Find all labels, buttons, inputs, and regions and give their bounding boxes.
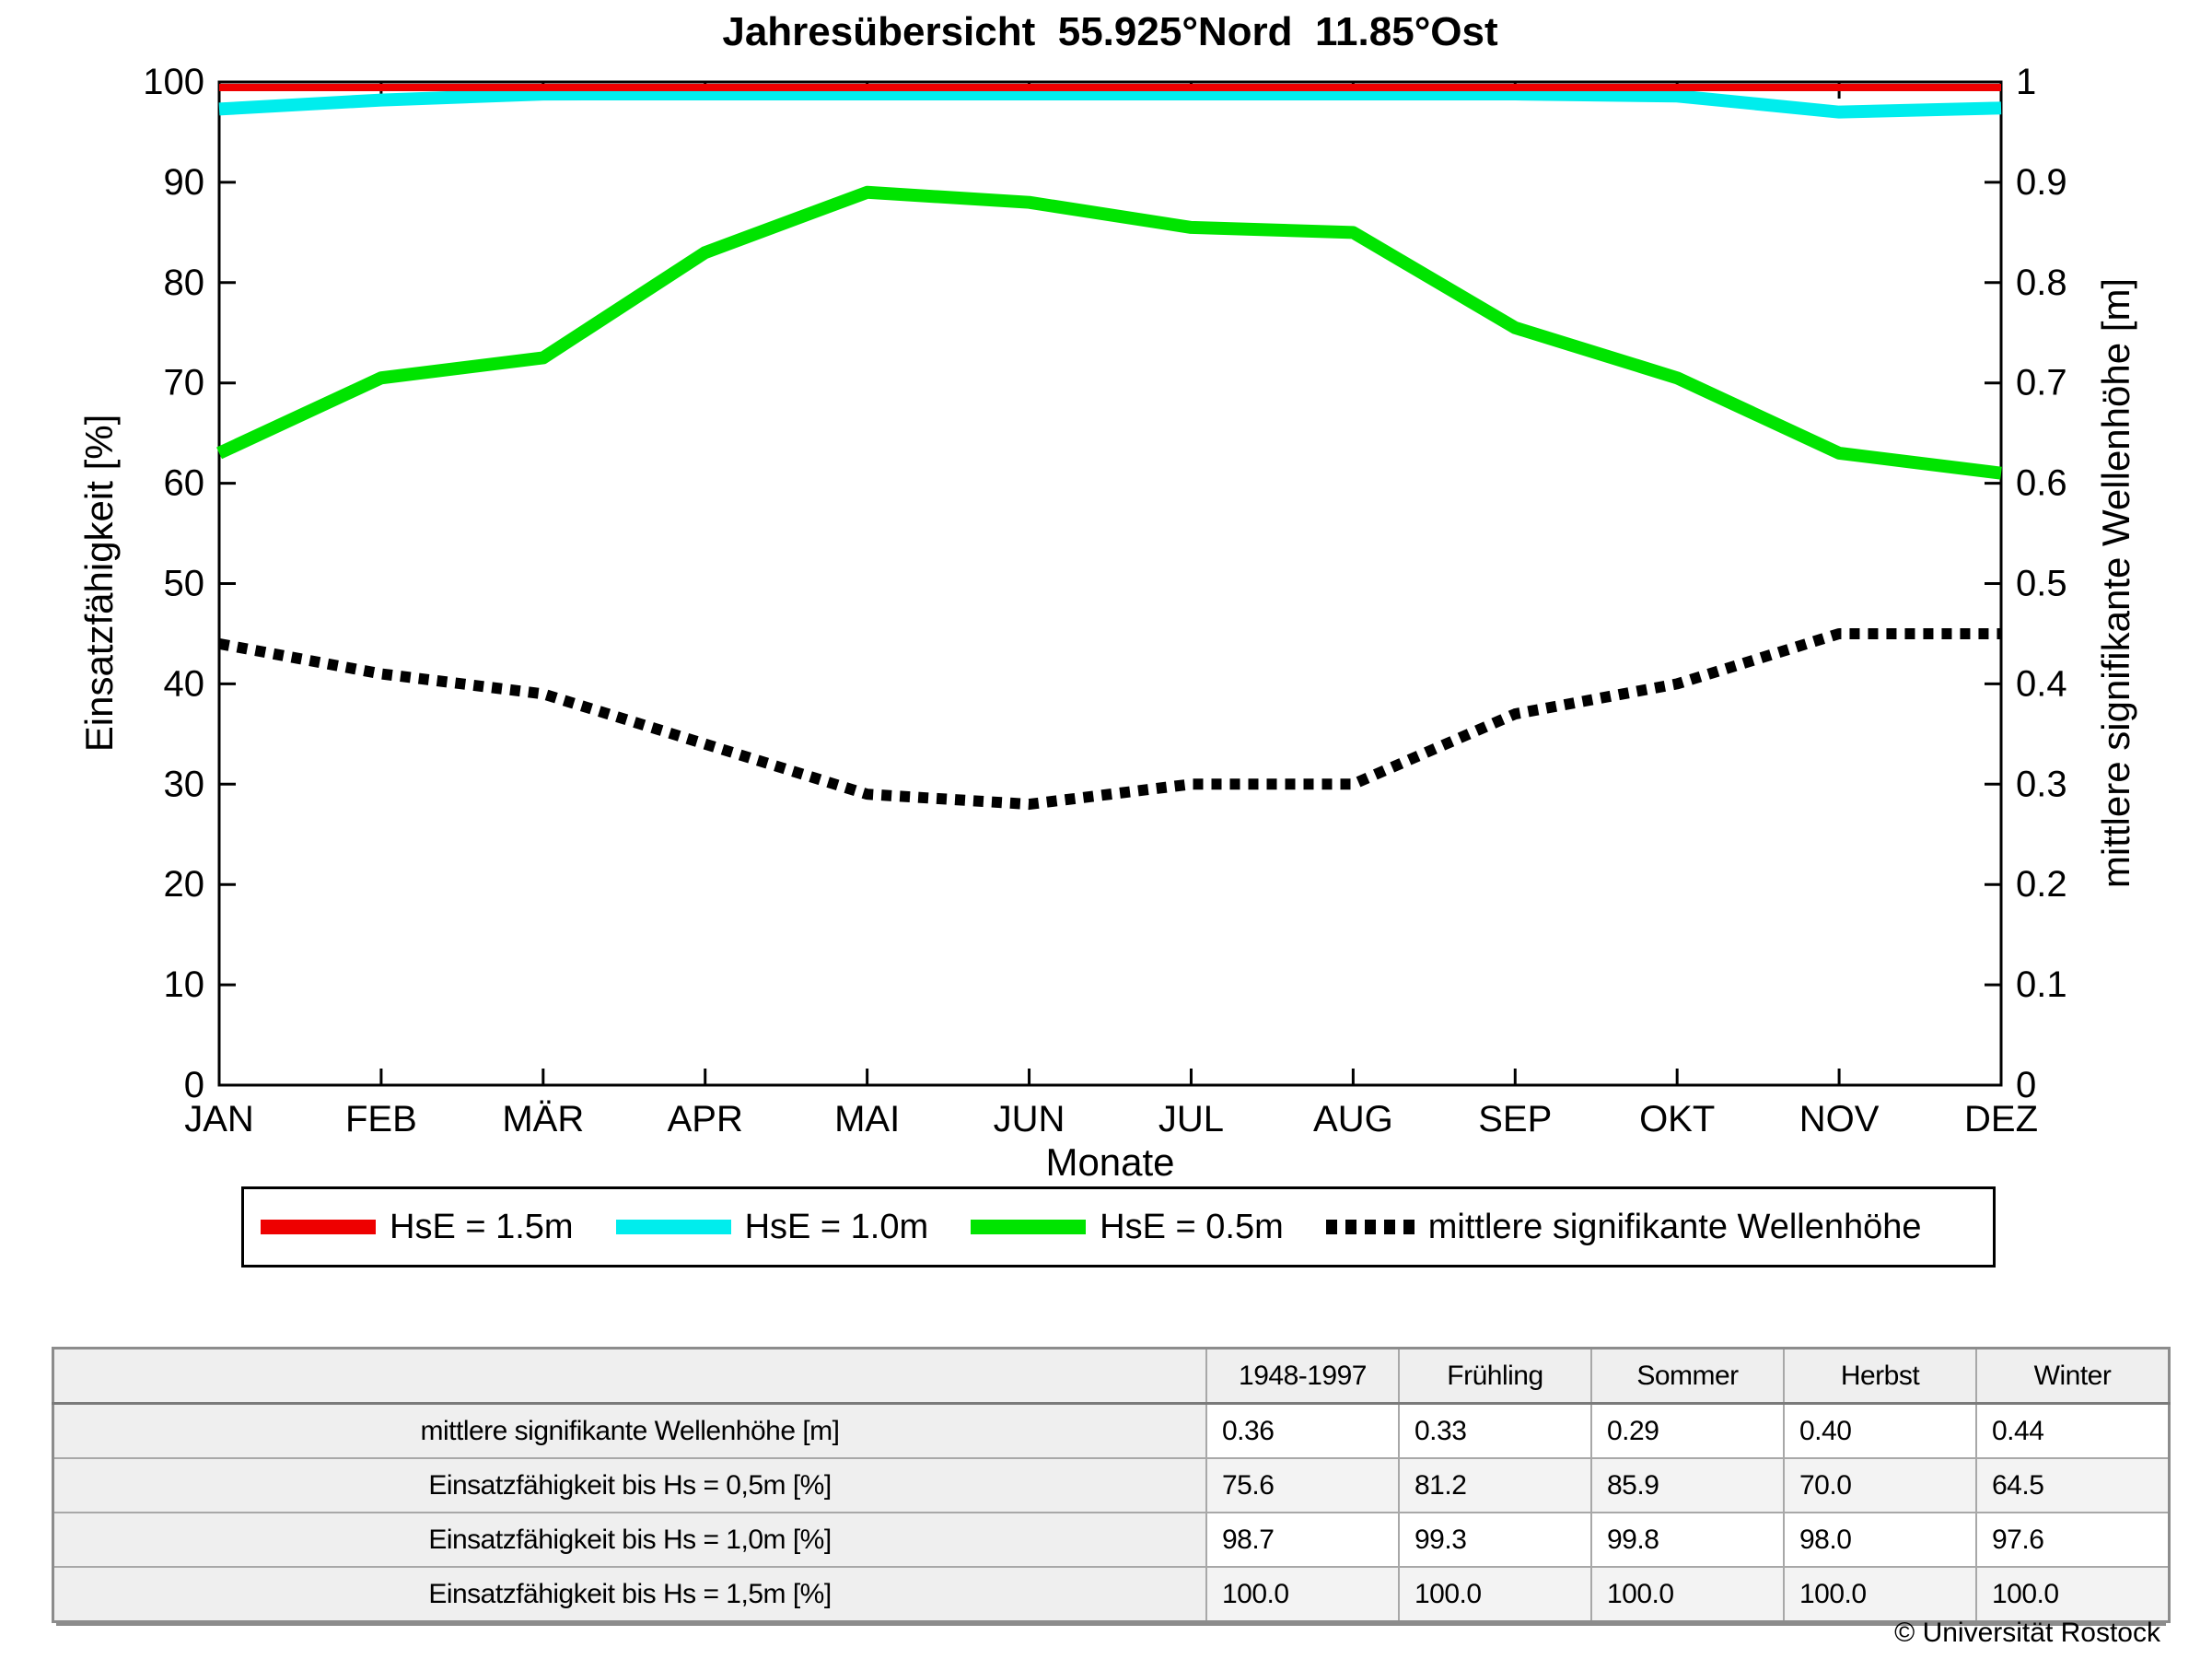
table-row: Einsatzfähigkeit bis Hs = 1,0m [%] 98.7 99… (52, 1512, 2171, 1568)
table-row-label: Einsatzfähigkeit bis Hs = 0,5m [%] (52, 1457, 1207, 1513)
table-column-header: Winter (1975, 1347, 2171, 1405)
table-corner-cell (52, 1347, 1207, 1405)
right-tick-label: 0.6 (2016, 463, 2067, 504)
table-cell: 75.6 (1205, 1457, 1400, 1513)
right-tick-label: 0.5 (2016, 564, 2067, 604)
table-row: mittlere signifikante Wellenhöhe [m] 0.36… (52, 1402, 2171, 1459)
left-tick-label: 100 (143, 62, 204, 102)
table-cell: 100.0 (1398, 1566, 1592, 1623)
x-tick-label: NOV (1799, 1099, 1880, 1139)
x-tick-label: APR (668, 1099, 743, 1139)
series-hse-0.5m (216, 185, 2002, 480)
x-tick-label: FEB (345, 1099, 417, 1139)
series-hse-1.0m (218, 88, 2002, 119)
right-tick-label: 0.8 (2016, 263, 2067, 303)
table-column-header: Frühling (1398, 1347, 1592, 1405)
table-row-label: mittlere signifikante Wellenhöhe [m] (52, 1402, 1207, 1459)
right-tick-label: 0.3 (2016, 764, 2067, 804)
table-column-header: Sommer (1590, 1347, 1785, 1405)
legend-label: HsE = 1.0m (744, 1207, 929, 1246)
table-cell: 99.8 (1590, 1512, 1785, 1568)
table-cell: 0.29 (1590, 1402, 1785, 1459)
table-cell: 100.0 (1205, 1566, 1400, 1623)
statistics-table: 1948-1997 Frühling Sommer Herbst Winter mittl… (52, 1347, 2171, 1623)
annual-overview-chart: 0 0 10 0.1 20 0.2 30 0.3 40 0.4 50 0.5 60 0.6 70 0.7 80 0… (143, 62, 2067, 1139)
copyright-notice: © Universität Rostock (1894, 1618, 2160, 1648)
legend-label: HsE = 1.5m (390, 1207, 574, 1246)
table-cell: 98.0 (1783, 1512, 1977, 1568)
table-cell: 97.6 (1975, 1512, 2171, 1568)
table-cell: 85.9 (1590, 1457, 1785, 1513)
x-tick-label: MÄR (502, 1099, 584, 1139)
table-cell: 98.7 (1205, 1512, 1400, 1568)
legend-swatch-3 (971, 1220, 1087, 1234)
x-tick-label: OKT (1639, 1099, 1715, 1139)
legend-label: HsE = 0.5m (1100, 1207, 1284, 1246)
table-cell: 99.3 (1398, 1512, 1592, 1568)
right-tick-label: 0.7 (2016, 363, 2067, 403)
chart-title: Jahresübersicht 55.925°Nord 11.85°Ost (722, 9, 1498, 54)
series-mean-wave-height (217, 627, 2001, 811)
table-cell: 70.0 (1783, 1457, 1977, 1513)
left-axis-label: Einsatzfähigkeit [%] (77, 414, 121, 753)
plot-border (217, 80, 2003, 1087)
x-tick-label: JAN (184, 1099, 254, 1139)
left-tick-label: 50 (164, 564, 205, 604)
table-row: Einsatzfähigkeit bis Hs = 0,5m [%] 75.6 81… (52, 1457, 2171, 1513)
table-cell: 0.44 (1975, 1402, 2171, 1459)
left-tick-label: 0 (184, 1065, 204, 1105)
right-tick-label: 0.4 (2016, 663, 2067, 704)
x-tick-label: SEP (1478, 1099, 1552, 1139)
left-tick-label: 30 (164, 764, 205, 804)
legend-item: mittlere signifikante Wellenhöhe (1325, 1207, 1922, 1247)
left-tick-label: 80 (164, 263, 205, 303)
table-cell: 0.36 (1205, 1402, 1400, 1459)
table-column-header: 1948-1997 (1205, 1347, 1400, 1405)
seasonal-statistics-table: 1948-1997 Frühling Sommer Herbst Winter mittl… (52, 1347, 2171, 1623)
x-tick-label: DEZ (1964, 1099, 2038, 1139)
legend-item: HsE = 0.5m (971, 1208, 1284, 1247)
left-tick-label: 10 (164, 964, 205, 1005)
table-column-header: Herbst (1783, 1347, 1977, 1405)
x-tick-label: JUN (994, 1099, 1065, 1139)
right-tick-label: 0 (2016, 1065, 2036, 1105)
right-tick-label: 1 (2016, 62, 2036, 102)
legend-label: mittlere signifikante Wellenhöhe (1427, 1207, 1922, 1246)
x-tick-label: JUL (1158, 1099, 1224, 1139)
x-tick-label: AUG (1313, 1099, 1393, 1139)
table-cell: 81.2 (1398, 1457, 1592, 1513)
table-row-label: Einsatzfähigkeit bis Hs = 1,0m [%] (52, 1512, 1207, 1568)
legend-box: HsE = 1.5m HsE = 1.0m HsE = 0.5m mittlere s… (241, 1186, 1996, 1268)
table-row-label: Einsatzfähigkeit bis Hs = 1,5m [%] (52, 1566, 1207, 1623)
x-tick-label: MAI (834, 1099, 900, 1139)
legend-swatch-1 (261, 1220, 376, 1234)
legend-item: HsE = 1.0m (615, 1207, 929, 1247)
left-tick-label: 40 (164, 663, 205, 704)
right-tick-label: 0.9 (2016, 162, 2067, 203)
table-row: Einsatzfähigkeit bis Hs = 1,5m [%] 100.0 1… (52, 1566, 2171, 1623)
table-cell: 0.40 (1783, 1402, 1977, 1459)
left-tick-label: 90 (164, 162, 205, 203)
x-axis-label: Monate (1045, 1140, 1175, 1184)
legend-swatch-4 (1325, 1220, 1415, 1234)
legend-swatch-2 (615, 1220, 731, 1234)
table-cell: 100.0 (1975, 1566, 2171, 1623)
table-cell: 100.0 (1783, 1566, 1977, 1623)
legend-item: HsE = 1.5m (261, 1208, 574, 1247)
table-cell: 0.33 (1398, 1402, 1592, 1459)
left-tick-label: 60 (164, 463, 205, 504)
right-axis-label: mittlere signifikante Wellenhöhe [m] (2094, 277, 2137, 889)
table-cell: 100.0 (1590, 1566, 1785, 1623)
left-tick-label: 70 (164, 363, 205, 403)
left-tick-label: 20 (164, 864, 205, 905)
right-tick-label: 0.1 (2016, 964, 2067, 1005)
right-tick-label: 0.2 (2016, 864, 2067, 905)
table-cell: 64.5 (1975, 1457, 2171, 1513)
